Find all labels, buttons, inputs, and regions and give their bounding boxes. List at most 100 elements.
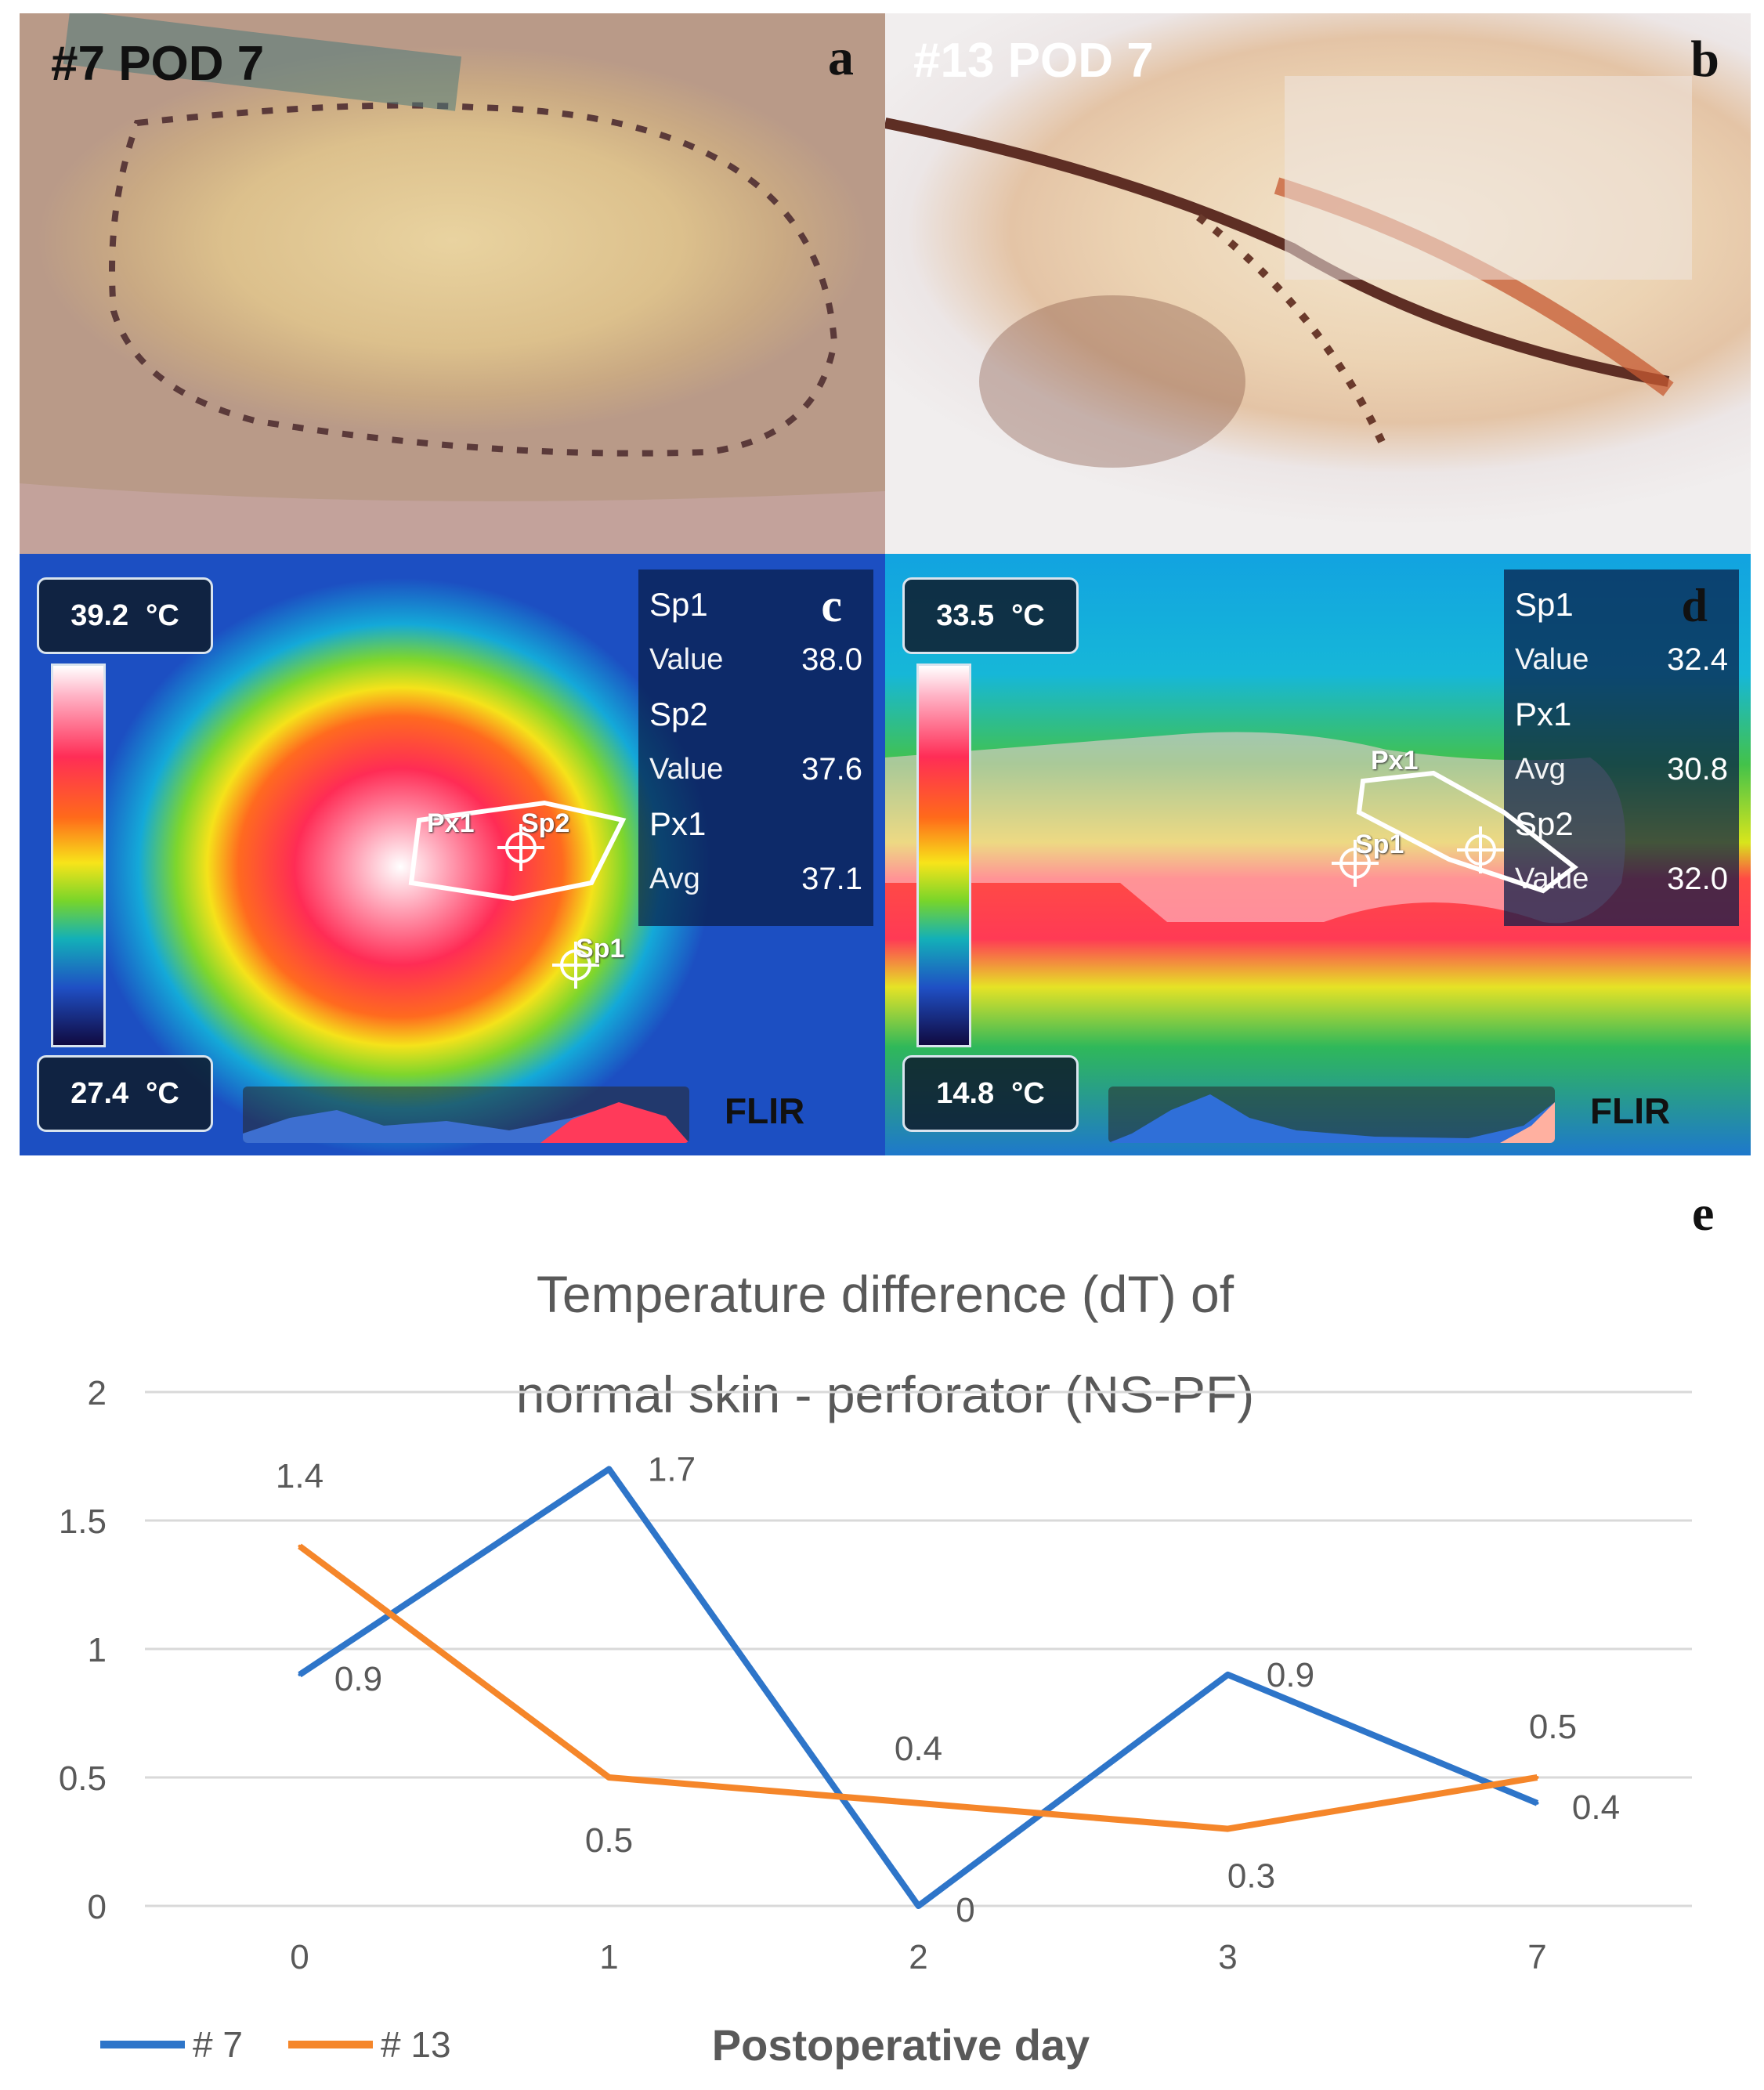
max-temp-value: 39.2: [70, 599, 129, 632]
min-temp-box: 14.8 °C: [902, 1055, 1079, 1132]
x-tick-label: 1: [599, 1938, 618, 1976]
chart-legend: # 7 # 13: [100, 2024, 451, 2065]
data-label: 0.9: [334, 1660, 382, 1698]
min-temp-unit: °C: [1011, 1077, 1045, 1110]
data-point: [298, 1544, 302, 1548]
measurement-name: Sp1: [1515, 586, 1574, 623]
y-tick-label: 0.5: [59, 1759, 107, 1798]
flir-logo: FLIR: [1590, 1090, 1671, 1131]
chart-title-line1: Temperature difference (dT) of: [537, 1265, 1234, 1323]
crosshair-icon: [552, 942, 599, 989]
measurement-value: 37.6: [801, 751, 862, 786]
panel-d-letter: d: [1681, 580, 1708, 631]
data-point: [607, 1776, 611, 1779]
data-labels: 0.9 1.7 0 0.9 0.4 1.4 0.5 0.4 0.3 0.5: [276, 1450, 1620, 1929]
photo-panel-b: #13 POD 7 b: [885, 13, 1751, 554]
roi-label-sp1: Sp1: [576, 934, 625, 964]
data-point: [1535, 1776, 1539, 1779]
measurement-name: Px1: [649, 805, 707, 842]
roi-overlay-c: [408, 800, 627, 989]
thermal-panel-c: 39.2 °C 27.4 °C c Sp1 Value 38.0 Sp2 Valu…: [20, 554, 885, 1155]
panel-b-letter: b: [1690, 31, 1719, 88]
data-label: 0.3: [1227, 1857, 1275, 1896]
flap-outline-a: [20, 13, 885, 554]
legend-label: # 7: [193, 2024, 243, 2065]
max-temp-unit: °C: [146, 599, 179, 632]
data-point: [1226, 1827, 1230, 1831]
thermal-panel-d: 33.5 °C 14.8 °C d Sp1 Value 32.4 Px1 Avg 3…: [885, 554, 1751, 1155]
x-tick-label: 3: [1218, 1938, 1237, 1976]
measurement-name: Sp2: [1515, 805, 1574, 842]
flir-logo: FLIR: [725, 1090, 805, 1131]
max-temp-value: 33.5: [936, 599, 995, 632]
chart-series: [298, 1466, 1539, 1909]
min-temp-box: 27.4 °C: [37, 1055, 213, 1132]
data-point: [916, 1801, 920, 1805]
roi-label-px1: Px1: [1371, 746, 1419, 776]
legend-label: # 13: [381, 2024, 451, 2065]
data-label: 0.9: [1267, 1656, 1314, 1694]
color-scale-bar: [51, 664, 106, 1047]
chart-title-line2: normal skin - perforator (NS-PF): [516, 1365, 1255, 1423]
measurement-value: 32.0: [1667, 861, 1728, 896]
data-label: 1.4: [276, 1457, 324, 1495]
chart-gridlines: [145, 1390, 1692, 1907]
data-point: [916, 1904, 920, 1907]
color-scale-bar: [916, 664, 971, 1047]
histogram-d: [1108, 1087, 1555, 1143]
measurement-name: Sp2: [649, 696, 708, 732]
min-temp-value: 14.8: [936, 1077, 995, 1110]
histogram-c: [243, 1087, 689, 1143]
measurement-name: Sp1: [649, 586, 708, 623]
data-label: 1.7: [648, 1450, 696, 1488]
data-point: [1535, 1801, 1539, 1805]
limb-shape-d: [885, 732, 1625, 924]
x-axis-ticks: 0 1 2 3 7: [290, 1938, 1546, 1976]
x-tick-label: 2: [909, 1938, 927, 1976]
data-point: [607, 1467, 611, 1471]
min-temp-value: 27.4: [70, 1077, 129, 1110]
max-temp-unit: °C: [1011, 599, 1045, 632]
x-tick-label: 7: [1527, 1938, 1546, 1976]
panel-e-letter: e: [1692, 1185, 1714, 1241]
data-label: 0.4: [895, 1730, 942, 1768]
measurement-value: 30.8: [1667, 751, 1728, 786]
x-axis-title: Postoperative day: [712, 2020, 1090, 2070]
crosshair-icon: [497, 824, 544, 871]
panel-c-letter: c: [821, 580, 842, 631]
y-tick-label: 2: [88, 1374, 107, 1412]
measurement-name: Px1: [1515, 696, 1572, 732]
crosshair-icon: [1332, 840, 1379, 887]
data-label: 0.5: [1529, 1708, 1577, 1746]
roi-label-sp1: Sp1: [1355, 830, 1404, 859]
max-temp-box: 39.2 °C: [37, 577, 213, 654]
crosshair-icon: [1457, 826, 1504, 873]
roi-overlay-d: [1332, 770, 1578, 894]
data-label: 0: [956, 1891, 974, 1929]
data-label: 0.4: [1572, 1788, 1620, 1827]
measurement-panel-d: d Sp1 Value 32.4 Px1 Avg 30.8 Sp2 Value 32.…: [1504, 570, 1739, 926]
measurement-value: 38.0: [801, 642, 862, 677]
measurement-label: Avg: [1515, 752, 1566, 786]
x-tick-label: 0: [290, 1938, 309, 1976]
measurement-panel-c: c Sp1 Value 38.0 Sp2 Value 37.6 Px1 Avg 37.…: [638, 570, 873, 926]
measurement-label: Value: [649, 642, 724, 676]
y-axis-ticks: 0 0.5 1 1.5 2: [59, 1374, 107, 1926]
max-temp-box: 33.5 °C: [902, 577, 1079, 654]
measurement-value: 32.4: [1667, 642, 1728, 677]
line-chart: e Temperature difference (dT) of normal …: [59, 1185, 1715, 2070]
roi-label-px1: Px1: [427, 808, 475, 838]
data-point: [1226, 1672, 1230, 1676]
flap-outline-b: [885, 76, 1692, 468]
min-temp-unit: °C: [146, 1077, 179, 1110]
data-point: [298, 1672, 302, 1676]
panel-a-letter: a: [828, 29, 854, 86]
y-tick-label: 1: [88, 1631, 107, 1669]
panel-b-title: #13 POD 7: [913, 34, 1154, 88]
panel-a-title: #7 POD 7: [51, 37, 265, 91]
data-label: 0.5: [585, 1821, 633, 1860]
measurement-label: Value: [649, 752, 724, 786]
y-tick-label: 1.5: [59, 1502, 107, 1541]
roi-label-sp2: Sp2: [521, 808, 570, 838]
photo-panel-a: #7 POD 7 a: [20, 13, 885, 554]
